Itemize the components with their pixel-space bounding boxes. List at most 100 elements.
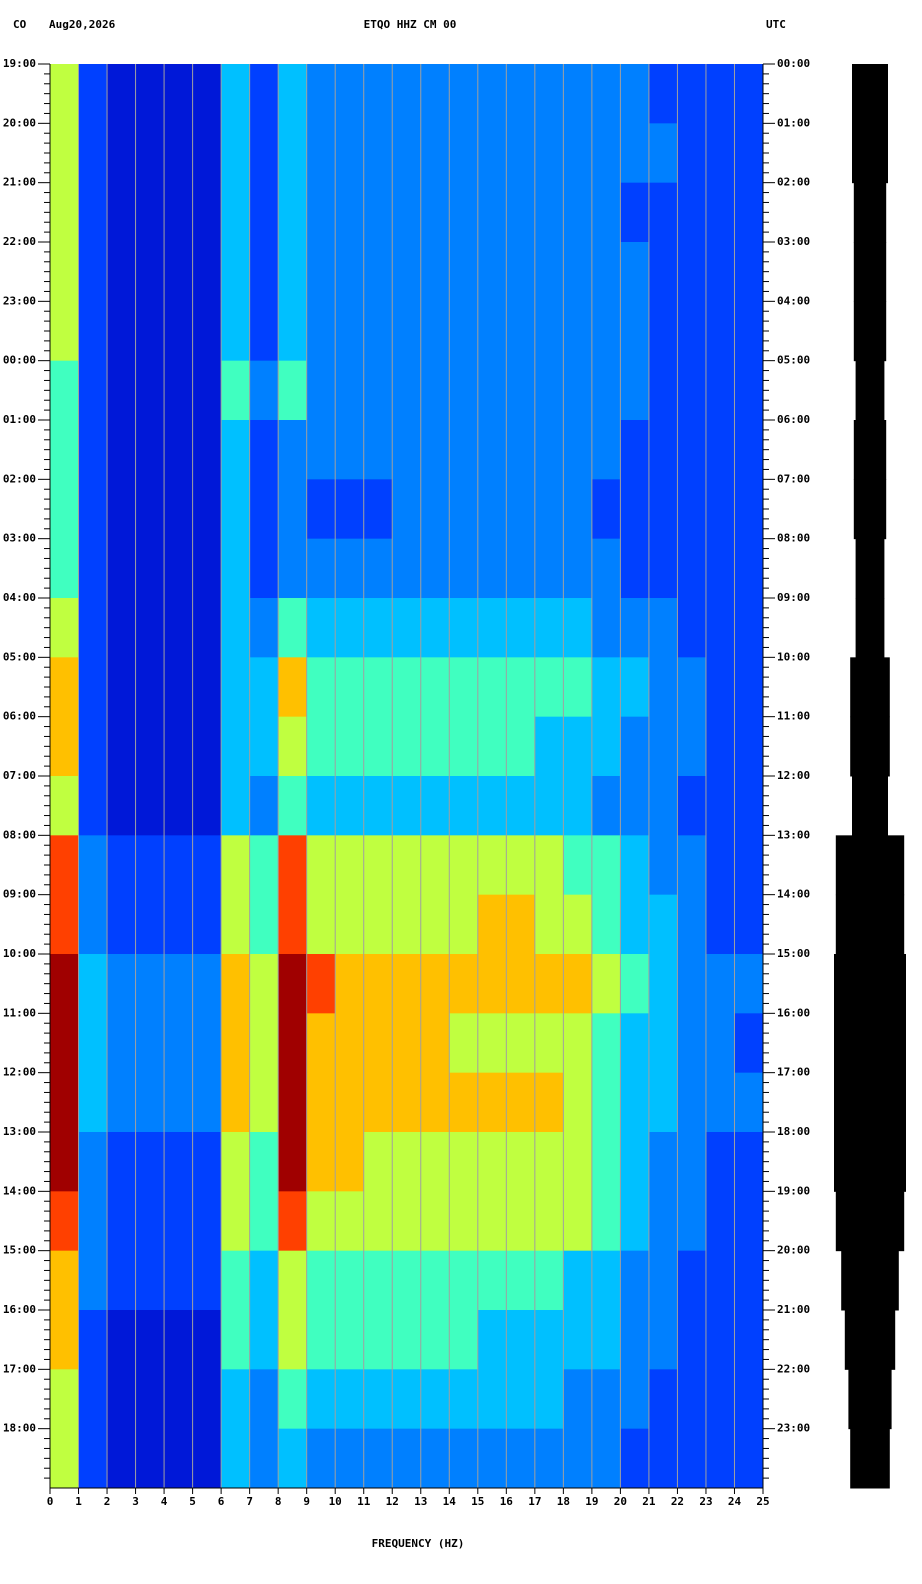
heat-cell <box>78 1013 108 1074</box>
heat-cell <box>249 716 279 777</box>
heat-cell <box>734 538 764 599</box>
heat-cell <box>363 1013 393 1074</box>
heat-cell <box>306 1072 336 1133</box>
heat-cell <box>620 182 650 243</box>
heat-cell <box>620 1191 650 1252</box>
heat-cell <box>192 360 222 421</box>
heat-cell <box>392 479 422 540</box>
heat-cell <box>306 1369 336 1430</box>
heat-cell <box>734 598 764 658</box>
heat-cell <box>107 1013 137 1074</box>
heat-cell <box>50 894 80 955</box>
heat-cell <box>249 657 279 718</box>
heat-cell <box>705 1072 735 1133</box>
heat-cell <box>107 242 137 302</box>
heat-cell <box>420 1072 450 1133</box>
heat-cell <box>164 657 194 718</box>
heat-cell <box>734 954 764 1014</box>
heat-cell <box>648 1132 678 1192</box>
heat-cell <box>392 242 422 302</box>
heat-cell <box>107 776 137 836</box>
heat-cell <box>392 182 422 243</box>
heat-cell <box>249 1310 279 1370</box>
heat-cell <box>449 598 479 658</box>
heat-cell <box>392 64 422 124</box>
heat-cell <box>221 1428 251 1489</box>
heat-cell <box>591 954 621 1014</box>
trace-segment <box>855 598 885 658</box>
heat-cell <box>563 479 593 540</box>
y-tick-label-left: 13:00 <box>3 1125 36 1138</box>
heat-cell <box>620 954 650 1014</box>
heat-cell <box>449 64 479 124</box>
trace-segment <box>834 1013 906 1074</box>
y-tick-label-right: 05:00 <box>777 354 810 367</box>
heat-cell <box>477 776 507 836</box>
heat-cell <box>335 1132 365 1192</box>
heat-cell <box>591 360 621 421</box>
heat-cell <box>363 479 393 540</box>
heat-cell <box>335 598 365 658</box>
heat-cell <box>78 657 108 718</box>
heat-cell <box>392 123 422 184</box>
heat-cell <box>135 835 165 896</box>
heat-cell <box>734 1369 764 1430</box>
heat-cell <box>50 954 80 1014</box>
heat-cell <box>278 657 308 718</box>
heat-cell <box>249 1072 279 1133</box>
heat-cell <box>306 776 336 836</box>
heat-cell <box>249 1132 279 1192</box>
heat-cell <box>477 123 507 184</box>
heat-cell <box>221 835 251 896</box>
heat-cell <box>677 538 707 599</box>
heat-cell <box>648 479 678 540</box>
heat-cell <box>335 479 365 540</box>
heat-cell <box>78 1310 108 1370</box>
heat-cell <box>107 716 137 777</box>
heat-cell <box>534 242 564 302</box>
heat-cell <box>249 420 279 480</box>
heat-cell <box>107 420 137 480</box>
heat-cell <box>164 538 194 599</box>
heat-cell <box>420 1310 450 1370</box>
y-tick-label-right: 01:00 <box>777 116 810 129</box>
heat-cell <box>249 598 279 658</box>
heat-cell <box>363 954 393 1014</box>
heat-cell <box>363 242 393 302</box>
heat-cell <box>221 538 251 599</box>
heat-cell <box>648 538 678 599</box>
heat-cell <box>192 1132 222 1192</box>
heat-cell <box>449 242 479 302</box>
heat-cell <box>135 479 165 540</box>
heat-cell <box>249 1191 279 1252</box>
heat-cell <box>50 301 80 362</box>
heat-cell <box>620 242 650 302</box>
heat-cell <box>477 420 507 480</box>
heat-cell <box>677 242 707 302</box>
heat-cell <box>506 1310 536 1370</box>
heat-cell <box>705 64 735 124</box>
heat-cell <box>192 1072 222 1133</box>
heat-cell <box>563 776 593 836</box>
trace-segment <box>853 242 887 302</box>
heat-cell <box>50 1369 80 1430</box>
heat-cell <box>734 420 764 480</box>
heat-cell <box>335 894 365 955</box>
heat-cell <box>192 1250 222 1311</box>
heat-cell <box>449 360 479 421</box>
heat-cell <box>534 1250 564 1311</box>
heat-cell <box>392 1369 422 1430</box>
heat-cell <box>192 420 222 480</box>
heat-cell <box>50 835 80 896</box>
heat-cell <box>677 301 707 362</box>
heat-cell <box>107 479 137 540</box>
heat-cell <box>363 894 393 955</box>
heat-cell <box>221 716 251 777</box>
heat-cell <box>677 1132 707 1192</box>
heat-cell <box>278 420 308 480</box>
y-tick-label-right: 21:00 <box>777 1303 810 1316</box>
heat-cell <box>563 1013 593 1074</box>
heat-cell <box>78 1072 108 1133</box>
heat-cell <box>648 301 678 362</box>
heat-cell <box>420 1191 450 1252</box>
